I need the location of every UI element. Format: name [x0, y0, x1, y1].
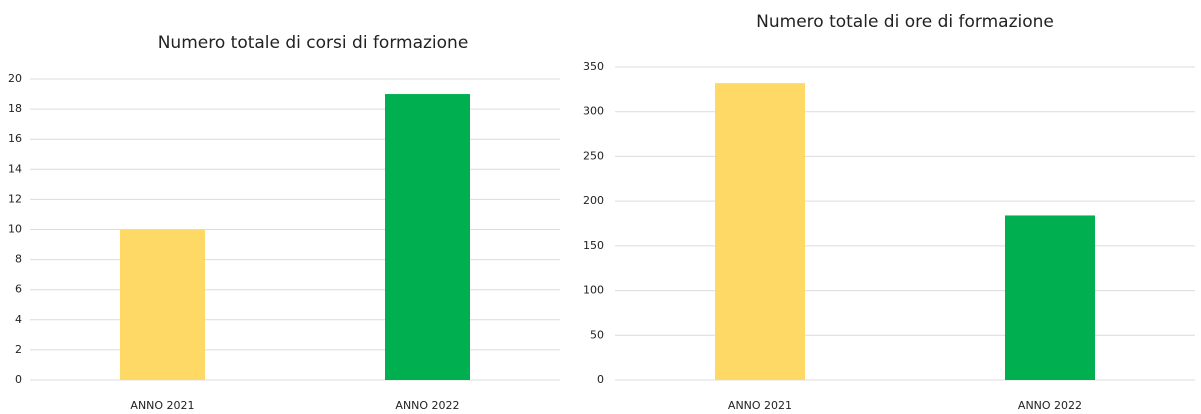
x-tick-label: ANNO 2021: [130, 399, 194, 412]
bar: [1005, 215, 1095, 380]
x-tick-label: ANNO 2022: [395, 399, 459, 412]
y-tick-label: 0: [15, 373, 22, 386]
y-tick-label: 8: [15, 253, 22, 266]
y-tick-label: 12: [8, 192, 22, 205]
y-tick-label: 50: [590, 328, 604, 341]
bar: [120, 229, 205, 380]
y-tick-label: 200: [583, 194, 604, 207]
y-tick-label: 18: [8, 102, 22, 115]
y-tick-label: 16: [8, 132, 22, 145]
x-tick-label: ANNO 2022: [1018, 399, 1082, 412]
y-tick-label: 20: [8, 72, 22, 85]
y-tick-label: 100: [583, 284, 604, 297]
chart-title: Numero totale di corsi di formazione: [158, 33, 469, 53]
chart-title: Numero totale di ore di formazione: [756, 12, 1054, 32]
y-tick-label: 350: [583, 60, 604, 73]
y-tick-label: 150: [583, 239, 604, 252]
bar: [385, 94, 470, 381]
x-tick-label: ANNO 2021: [728, 399, 792, 412]
y-tick-label: 250: [583, 149, 604, 162]
y-tick-label: 2: [15, 343, 22, 356]
y-tick-label: 10: [8, 223, 22, 236]
y-tick-label: 14: [8, 162, 22, 175]
y-tick-label: 0: [597, 373, 604, 386]
y-tick-label: 300: [583, 105, 604, 118]
y-tick-label: 6: [15, 283, 22, 296]
y-tick-label: 4: [15, 313, 22, 326]
bar: [715, 83, 805, 381]
